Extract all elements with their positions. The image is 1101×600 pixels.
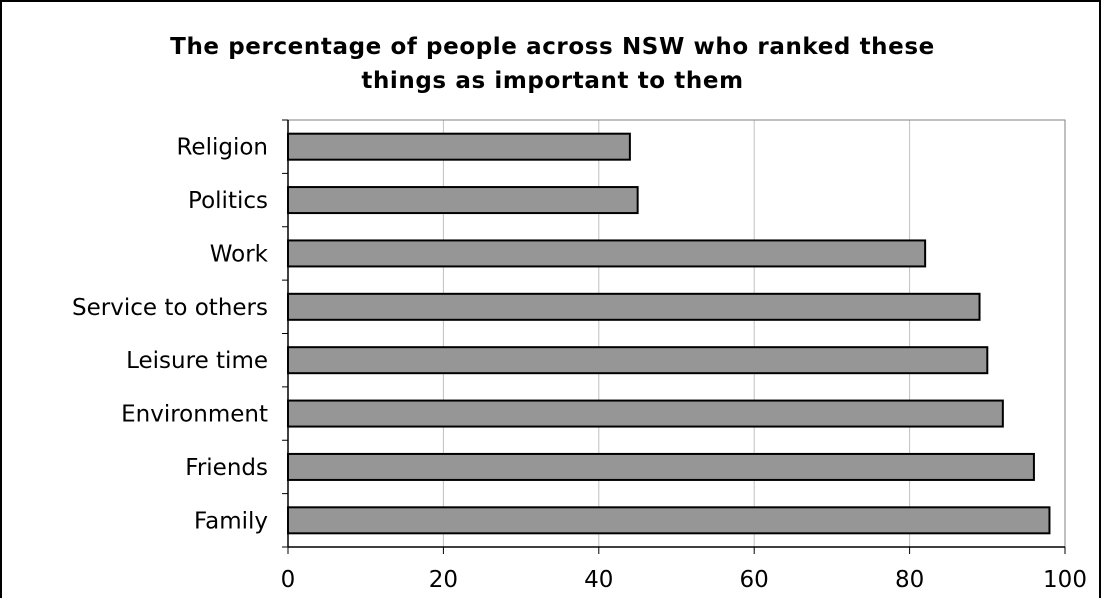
bar <box>287 239 927 268</box>
chart-title: The percentage of people across NSW who … <box>170 34 935 94</box>
category-label: Leisure time <box>126 348 268 374</box>
bar <box>287 132 631 161</box>
plot-area <box>288 120 1065 547</box>
bar <box>287 292 981 321</box>
x-tick-label: 40 <box>584 567 613 593</box>
x-tick-label: 80 <box>895 567 924 593</box>
x-tick-label: 60 <box>740 567 769 593</box>
x-tick-label: 0 <box>281 567 296 593</box>
bar <box>287 346 989 375</box>
bar <box>287 399 1004 428</box>
x-tick-label: 100 <box>1043 567 1087 593</box>
category-label: Religion <box>176 135 268 161</box>
bar <box>287 506 1051 535</box>
category-label: Service to others <box>72 295 268 321</box>
x-tick-label: 20 <box>429 567 458 593</box>
category-label: Family <box>194 508 268 534</box>
category-label: Friends <box>185 455 268 481</box>
bar <box>287 452 1035 481</box>
category-label: Environment <box>121 402 268 428</box>
category-label: Work <box>210 241 269 267</box>
category-label: Politics <box>188 188 268 214</box>
bar <box>287 186 639 215</box>
